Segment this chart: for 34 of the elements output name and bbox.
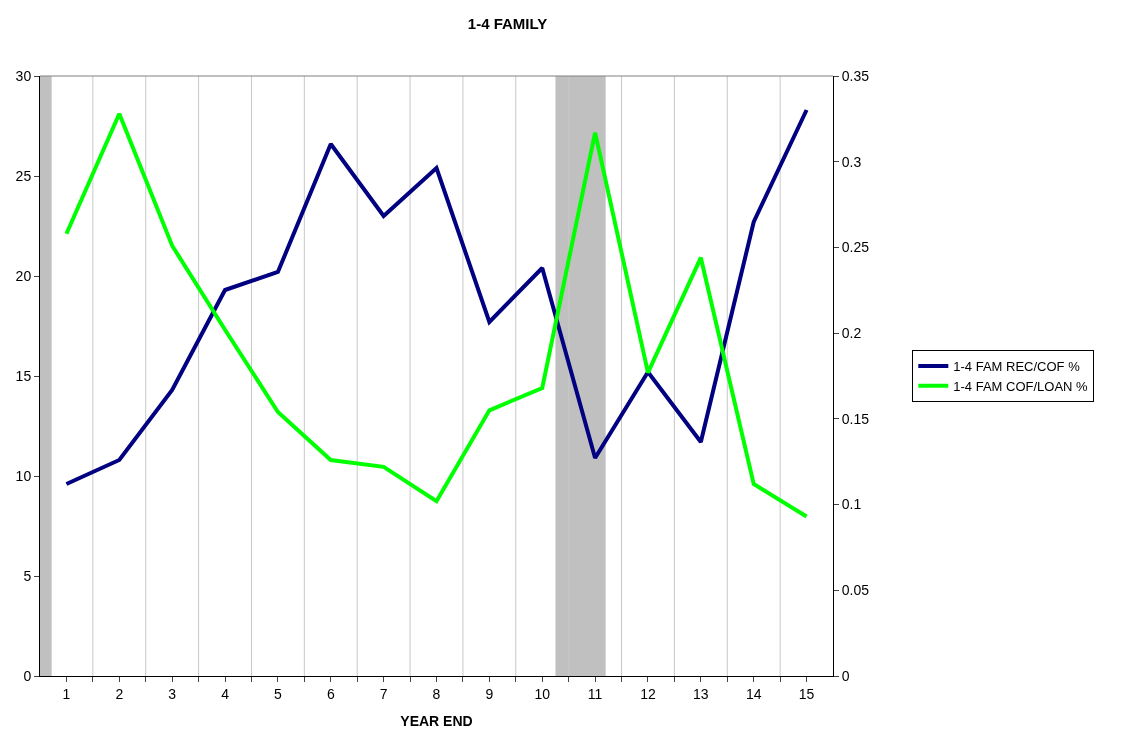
y2-tick-label: 0.1 <box>841 496 862 513</box>
x-tick-label: 9 <box>485 685 494 702</box>
y2-tick-label: 0.15 <box>841 410 870 427</box>
chart-title: 1-4 FAMILY <box>467 15 548 33</box>
y-tick-label: 20 <box>15 267 32 284</box>
x-tick-label: 15 <box>798 685 815 702</box>
x-tick-label: 11 <box>587 685 603 702</box>
y-tick-label: 5 <box>23 567 32 584</box>
y2-tick-label: 0.3 <box>841 153 862 170</box>
y-tick-label: 0 <box>23 667 32 684</box>
x-tick-label: 3 <box>168 685 177 702</box>
x-tick-label: 8 <box>432 685 441 702</box>
x-tick-label: 4 <box>221 685 230 702</box>
y-tick-label: 15 <box>15 367 32 384</box>
x-tick-label: 13 <box>693 685 709 702</box>
y-tick-label: 10 <box>15 467 32 484</box>
y-tick-label: 25 <box>15 167 32 184</box>
x-tick-label: 14 <box>745 685 762 702</box>
x-axis-title: YEAR END <box>400 713 473 730</box>
y2-tick-label: 0.2 <box>841 325 862 342</box>
x-tick-label: 1 <box>62 685 71 702</box>
y2-tick-label: 0.05 <box>841 582 870 599</box>
x-tick-label: 5 <box>274 685 282 702</box>
y2-tick-label: 0.35 <box>841 67 870 84</box>
x-tick-label: 2 <box>115 685 124 702</box>
y2-tick-label: 0 <box>841 667 850 684</box>
x-tick-label: 6 <box>326 685 335 702</box>
y-tick-label: 30 <box>15 67 32 84</box>
x-tick-label: 7 <box>379 685 388 702</box>
x-tick-label: 12 <box>640 685 656 702</box>
legend-label: 1-4 FAM COF/LOAN % <box>953 378 1089 394</box>
y2-tick-label: 0.25 <box>841 239 870 256</box>
legend-label: 1-4 FAM REC/COF % <box>953 359 1081 375</box>
x-tick-label: 10 <box>534 685 551 702</box>
